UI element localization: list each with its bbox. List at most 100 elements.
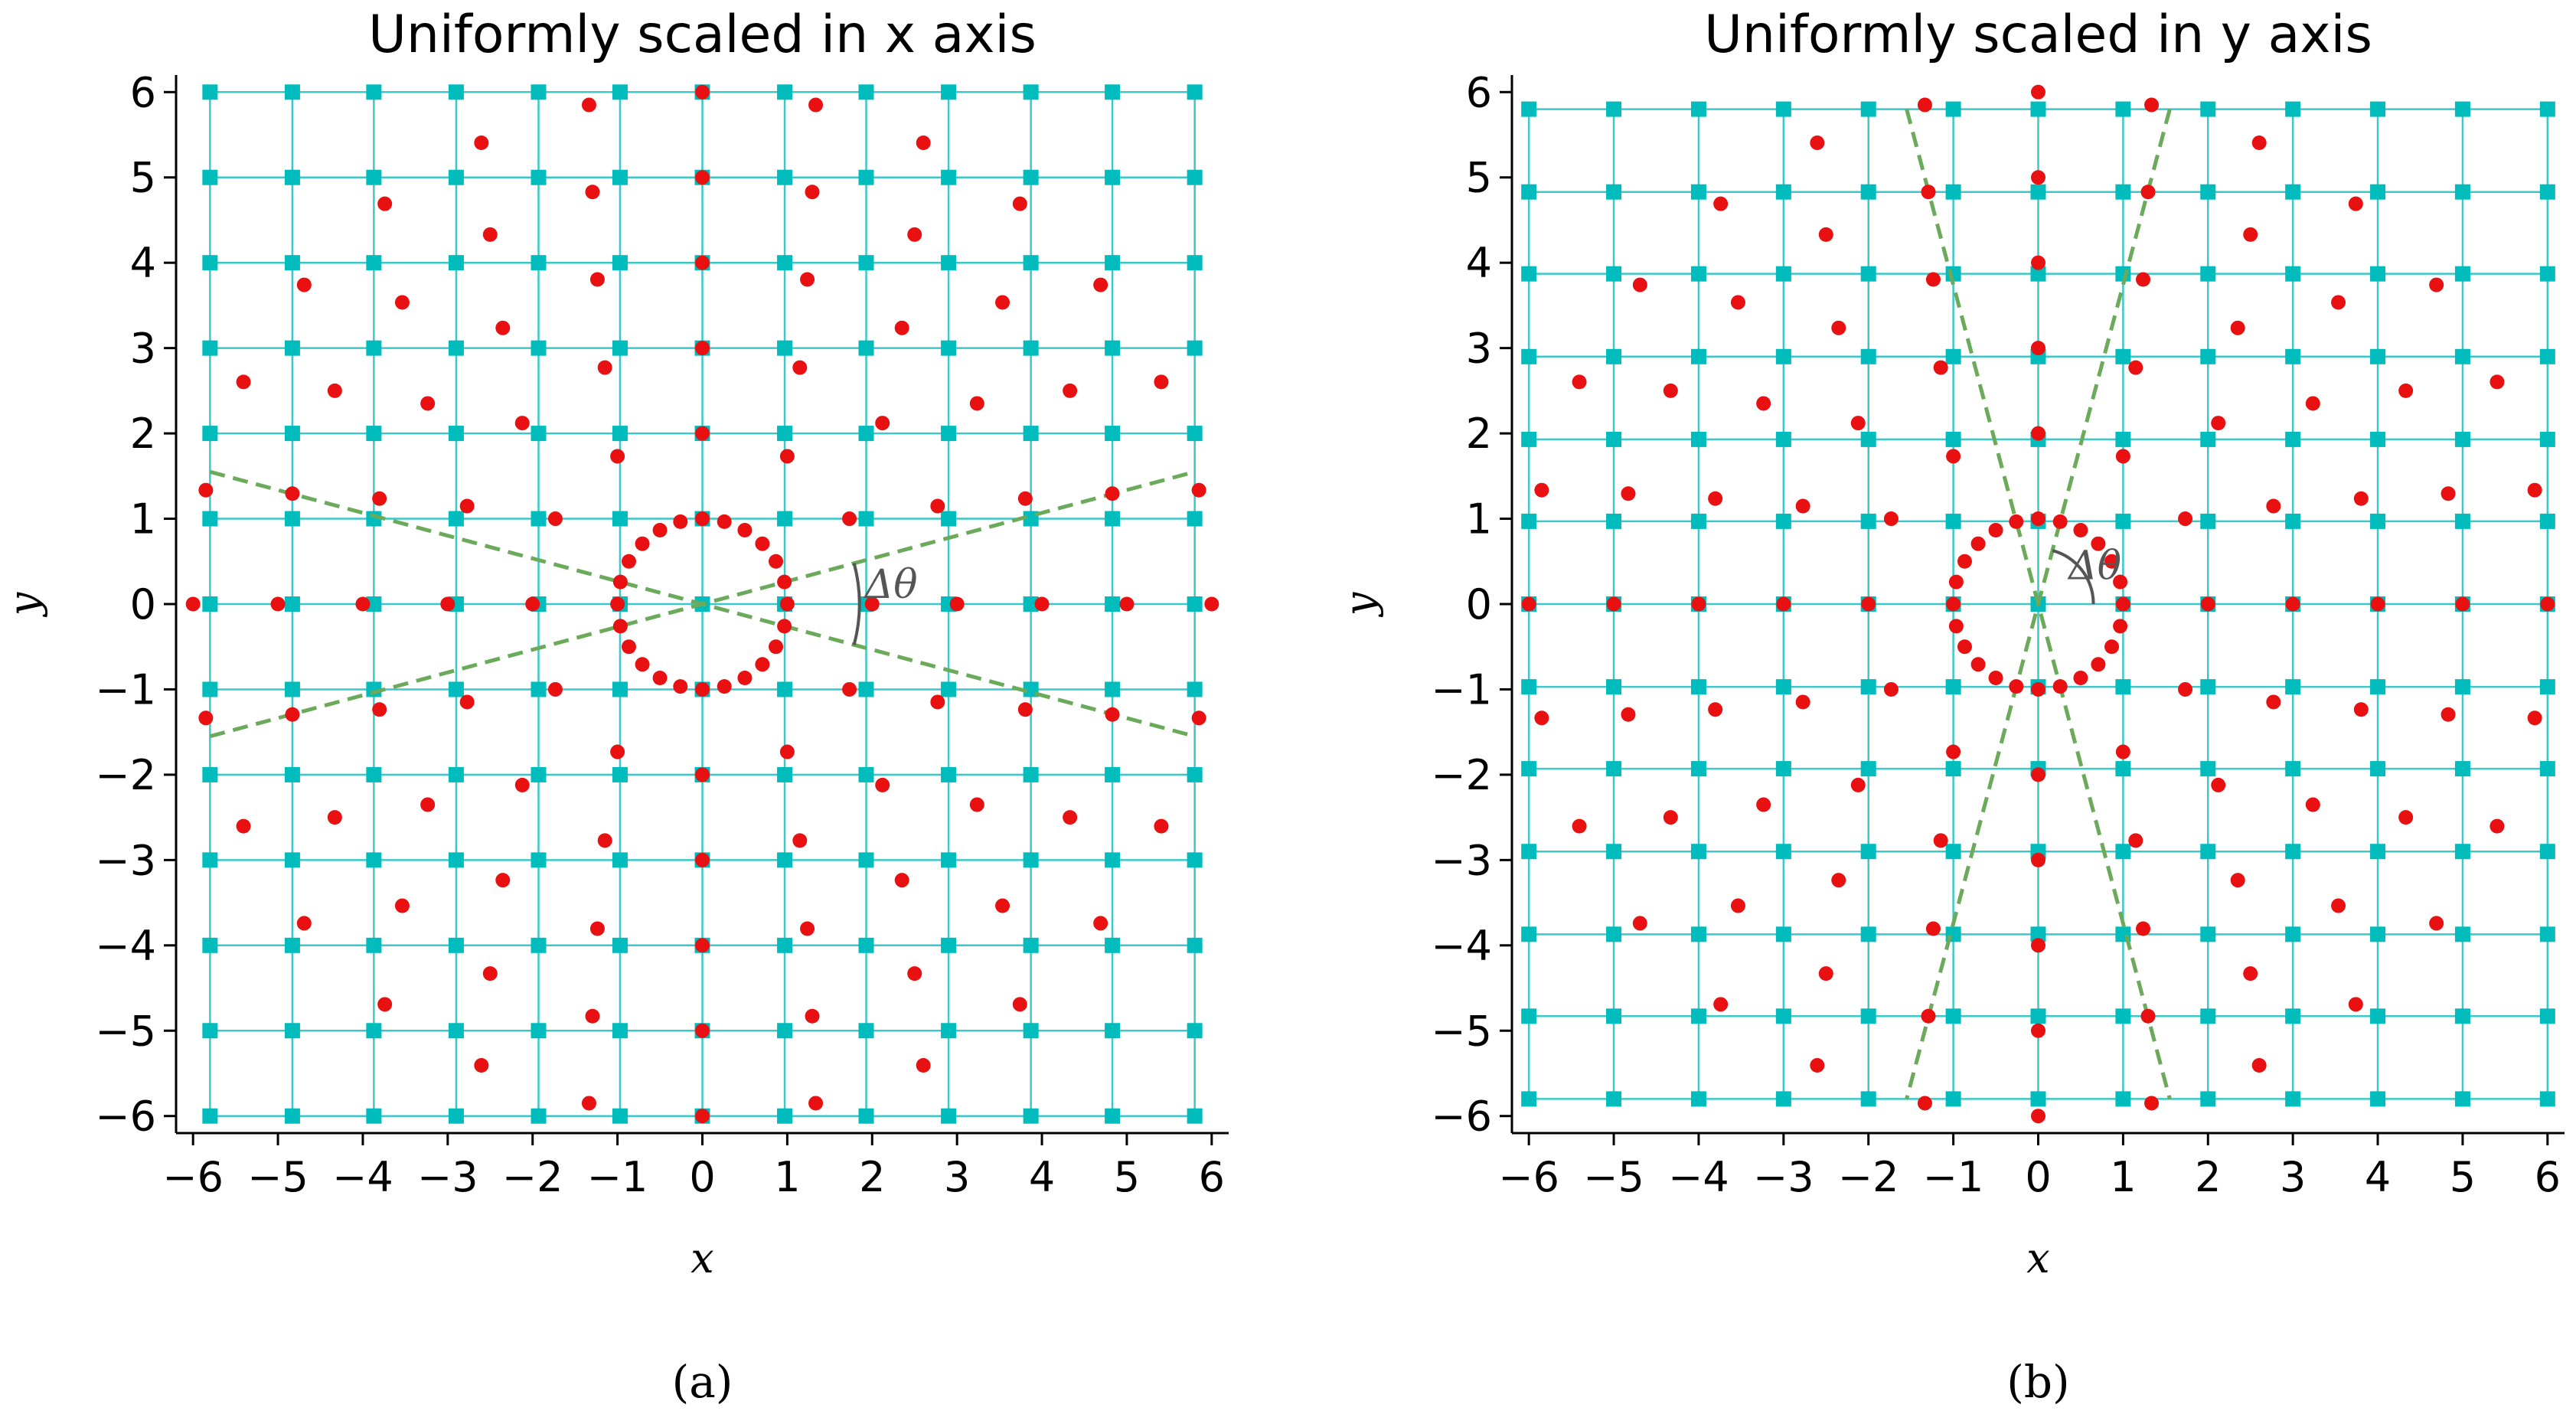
data-point xyxy=(1776,596,1791,612)
panel-b: −6 −5 −4 −3 −2 −1 0 1 2 3 4 5 6 −6 −5 −4 −3 −2 −1 0 1 2 3 4 5 6 Un… xyxy=(1336,5,2565,1408)
data-point xyxy=(792,833,808,848)
data-point xyxy=(1946,596,1961,612)
grid-marker xyxy=(858,766,874,782)
grid-marker xyxy=(1606,431,1622,447)
data-point xyxy=(420,797,436,812)
grid-marker xyxy=(2370,761,2386,777)
grid-marker xyxy=(2370,431,2386,447)
grid-marker xyxy=(366,169,382,185)
grid-marker xyxy=(1775,513,1791,529)
data-point xyxy=(969,797,984,812)
data-point xyxy=(1818,966,1833,981)
grid-marker xyxy=(777,681,793,697)
data-point xyxy=(2128,833,2143,848)
grid-marker xyxy=(531,681,547,697)
data-point xyxy=(1883,511,1899,527)
grid-marker xyxy=(1690,431,1706,447)
grid-marker xyxy=(2200,761,2216,777)
grid-marker xyxy=(448,1108,464,1124)
x-tick-label: 5 xyxy=(1114,1153,1140,1201)
y-tick-label: 1 xyxy=(1466,495,1492,544)
grid-marker xyxy=(858,1108,874,1124)
data-point xyxy=(1663,810,1678,825)
data-point xyxy=(1534,482,1549,498)
panel-a: −6 −5 −4 −3 −2 −1 0 1 2 3 4 5 6 −6 −5 −4 −3 −2 −1 0 1 2 3 4 5 6 Un… xyxy=(0,5,1229,1408)
data-point xyxy=(1933,833,1948,848)
grid-marker xyxy=(284,681,300,697)
red-points xyxy=(1521,84,2555,1124)
grid-marker xyxy=(2285,844,2301,860)
data-point xyxy=(2031,767,2045,782)
grid-marker xyxy=(448,511,464,527)
data-point xyxy=(296,916,312,931)
grid-marker xyxy=(858,255,874,271)
data-point xyxy=(2144,1096,2160,1111)
data-point xyxy=(673,514,688,529)
x-tick-label: 5 xyxy=(2450,1153,2476,1201)
data-point xyxy=(717,514,732,529)
grid-marker xyxy=(1105,511,1121,527)
y-tick-label: −3 xyxy=(95,836,156,884)
data-point xyxy=(2091,657,2106,672)
grid-marker xyxy=(941,426,957,442)
grid-marker xyxy=(1690,184,1706,200)
data-point xyxy=(2031,1109,2045,1124)
grid-marker xyxy=(941,852,957,868)
grid-marker xyxy=(448,340,464,356)
data-point xyxy=(610,596,625,612)
data-point xyxy=(585,1008,600,1024)
y-tick-label: 6 xyxy=(130,68,156,116)
data-point xyxy=(2115,744,2130,759)
angle-arc xyxy=(852,563,861,645)
grid-marker xyxy=(531,426,547,442)
grid-marker xyxy=(531,255,547,271)
data-point xyxy=(1521,596,1536,612)
grid-marker xyxy=(1521,761,1537,777)
grid-marker xyxy=(2539,926,2555,942)
grid-marker xyxy=(1945,679,1961,695)
data-point xyxy=(1663,383,1678,398)
data-point xyxy=(198,482,214,498)
grid-marker xyxy=(366,852,382,868)
grid-marker xyxy=(1690,679,1706,695)
data-point xyxy=(769,639,784,655)
grid-marker xyxy=(1690,1091,1706,1107)
grid-marker xyxy=(366,426,382,442)
data-point xyxy=(907,227,922,242)
data-point xyxy=(695,852,710,867)
grid-marker xyxy=(202,681,218,697)
grid-marker xyxy=(777,937,793,953)
grid-marker xyxy=(1521,679,1537,695)
data-point xyxy=(1063,810,1078,825)
grid-marker xyxy=(284,596,300,612)
grid-marker xyxy=(366,340,382,356)
data-point xyxy=(930,694,945,710)
grid-marker xyxy=(1860,679,1876,695)
grid-marker xyxy=(2200,513,2216,529)
y-tick-label: 2 xyxy=(130,410,156,458)
data-point xyxy=(769,554,784,569)
grid-marker xyxy=(612,84,628,100)
grid-marker xyxy=(531,340,547,356)
grid-marker xyxy=(2285,761,2301,777)
grid-marker xyxy=(284,1023,300,1039)
grid-marker xyxy=(1105,766,1121,782)
axes: −6 −5 −4 −3 −2 −1 0 1 2 3 4 5 6 −6 −5 −4 −3 −2 −1 0 1 2 3 4 5 6 xyxy=(95,68,1229,1201)
grid-marker xyxy=(1521,1008,1537,1024)
grid-marker xyxy=(1187,511,1203,527)
grid-marker xyxy=(1187,340,1203,356)
data-point xyxy=(1691,596,1706,612)
data-point xyxy=(482,227,498,242)
grid-marker xyxy=(777,426,793,442)
xlabel-b: x xyxy=(2026,1234,2049,1282)
data-point xyxy=(1850,416,1866,431)
data-point xyxy=(2441,707,2456,722)
axes: −6 −5 −4 −3 −2 −1 0 1 2 3 4 5 6 −6 −5 −4 −3 −2 −1 0 1 2 3 4 5 6 xyxy=(1431,68,2565,1201)
grid-marker xyxy=(2454,431,2470,447)
data-point xyxy=(779,744,795,759)
grid-marker xyxy=(941,255,957,271)
grid-marker xyxy=(2454,926,2470,942)
data-point xyxy=(2200,596,2215,612)
grid-marker xyxy=(777,255,793,271)
data-point xyxy=(2429,277,2444,292)
